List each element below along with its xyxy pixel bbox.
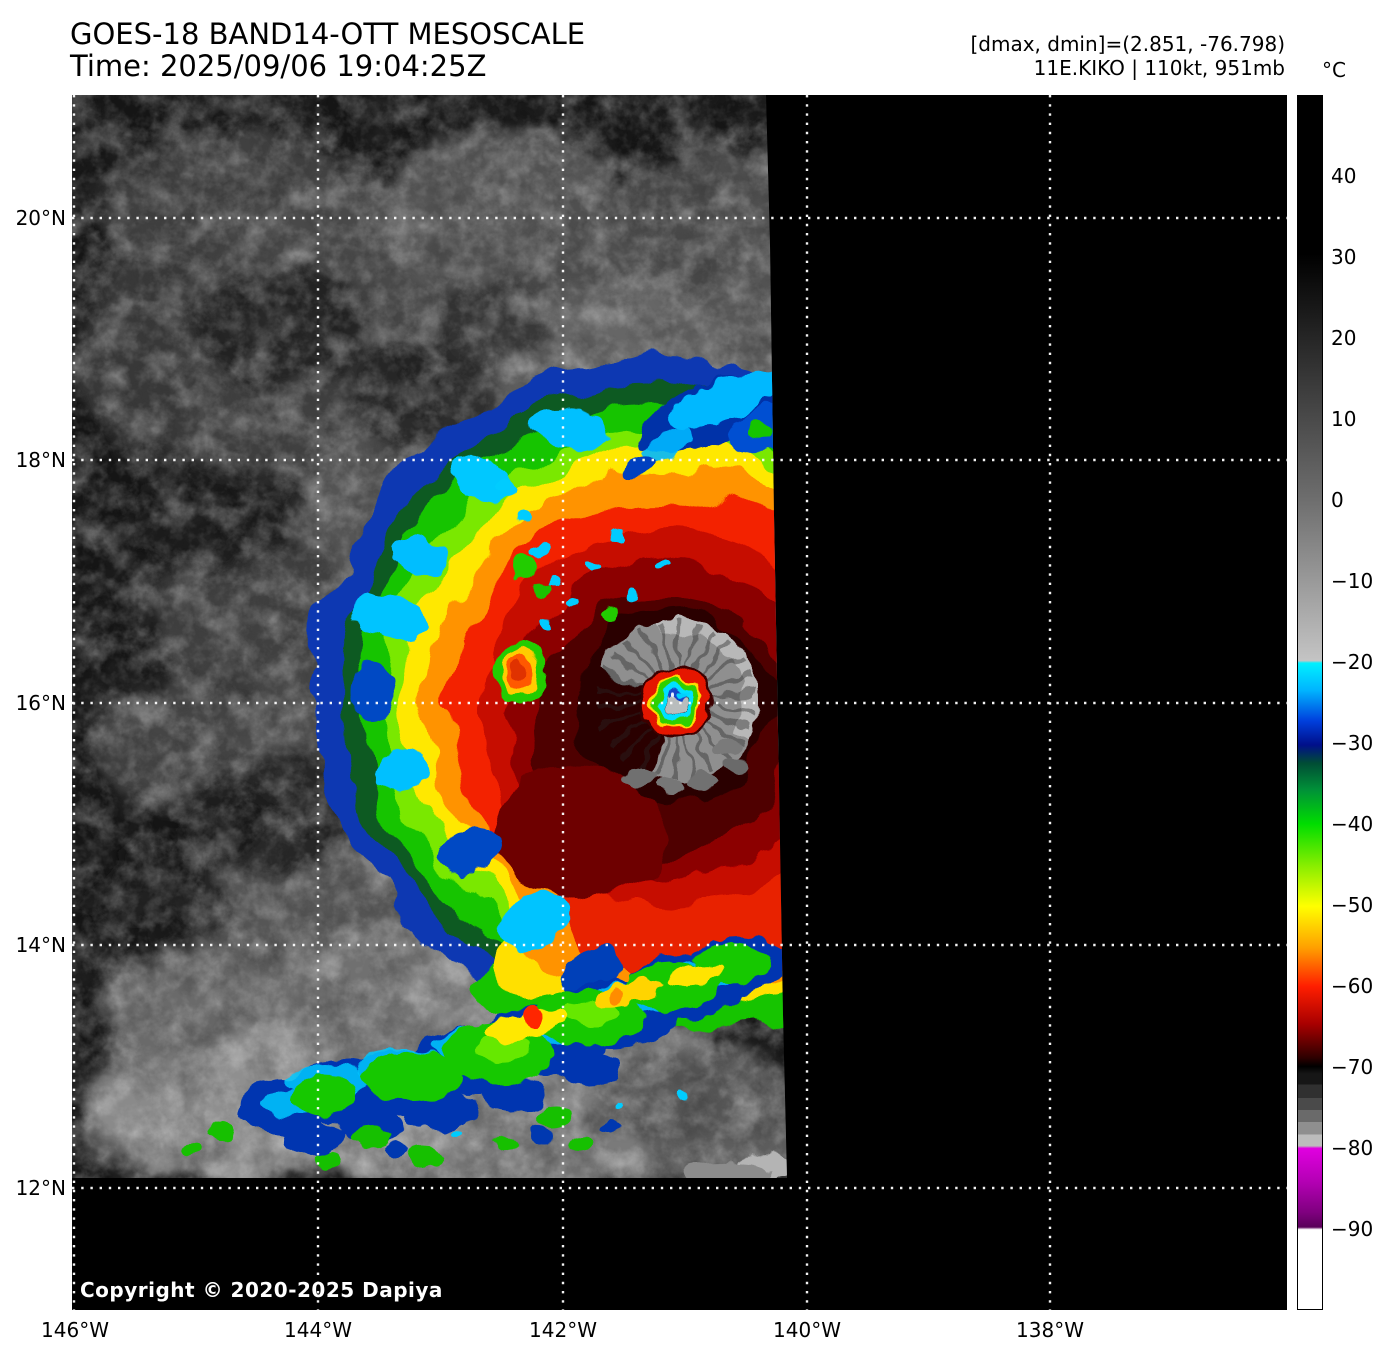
lon-label-144w: 144°W [284,1318,352,1342]
colorbar-tick-30: 30 [1331,245,1357,269]
lat-label-12n: 12°N [15,1176,66,1200]
lon-label-146w: 146°W [41,1318,109,1342]
copyright-text: Copyright © 2020-2025 Dapiya [80,1278,443,1302]
colorbar-tick-m70: −70 [1331,1055,1374,1079]
lon-label-138w: 138°W [1016,1318,1084,1342]
hurricane-eye [641,666,713,738]
colorbar-tick-m20: −20 [1331,650,1374,674]
title-block: GOES-18 BAND14-OTT MESOSCALE Time: 2025/… [70,18,585,83]
lat-label-18n: 18°N [15,448,66,472]
lat-label-20n: 20°N [15,206,66,230]
map-plot: Copyright © 2020-2025 Dapiya [72,95,1287,1310]
figure-title: GOES-18 BAND14-OTT MESOSCALE [70,17,586,51]
lat-label-14n: 14°N [15,933,66,957]
dmax-dmin-readout: [dmax, dmin]=(2.851, -76.798) [970,32,1285,56]
colorbar-tick-m50: −50 [1331,893,1374,917]
lat-label-16n: 16°N [15,691,66,715]
northeast-cold-band [621,371,787,479]
colorbar-tick-40: 40 [1331,164,1357,188]
satellite-image [72,95,1287,1310]
data-sector [72,95,787,1178]
lon-label-142w: 142°W [529,1318,597,1342]
storm-info: 11E.KIKO | 110kt, 951mb [1033,56,1285,80]
colorbar-tick-m10: −10 [1331,569,1374,593]
colorbar [1297,95,1323,1310]
sector-corner-clouds [682,1153,787,1178]
colorbar-tick-0: 0 [1331,488,1344,512]
colorbar-tick-m30: −30 [1331,731,1374,755]
info-block: [dmax, dmin]=(2.851, -76.798) 11E.KIKO |… [970,32,1285,80]
colorbar-tick-m80: −80 [1331,1136,1374,1160]
lon-label-140w: 140°W [773,1318,841,1342]
colorbar-tick-20: 20 [1331,326,1357,350]
gridlines [72,95,1287,1310]
southern-rainband [182,937,787,1170]
figure-timestamp: Time: 2025/09/06 19:04:25Z [70,49,487,84]
overshooting-top-ring [595,617,760,795]
colorbar-tick-m90: −90 [1331,1217,1374,1241]
colorbar-tick-m40: −40 [1331,812,1374,836]
colorbar-tick-10: 10 [1331,407,1357,431]
colorbar-tick-m60: −60 [1331,974,1374,998]
colorbar-unit-label: °C [1322,58,1346,82]
